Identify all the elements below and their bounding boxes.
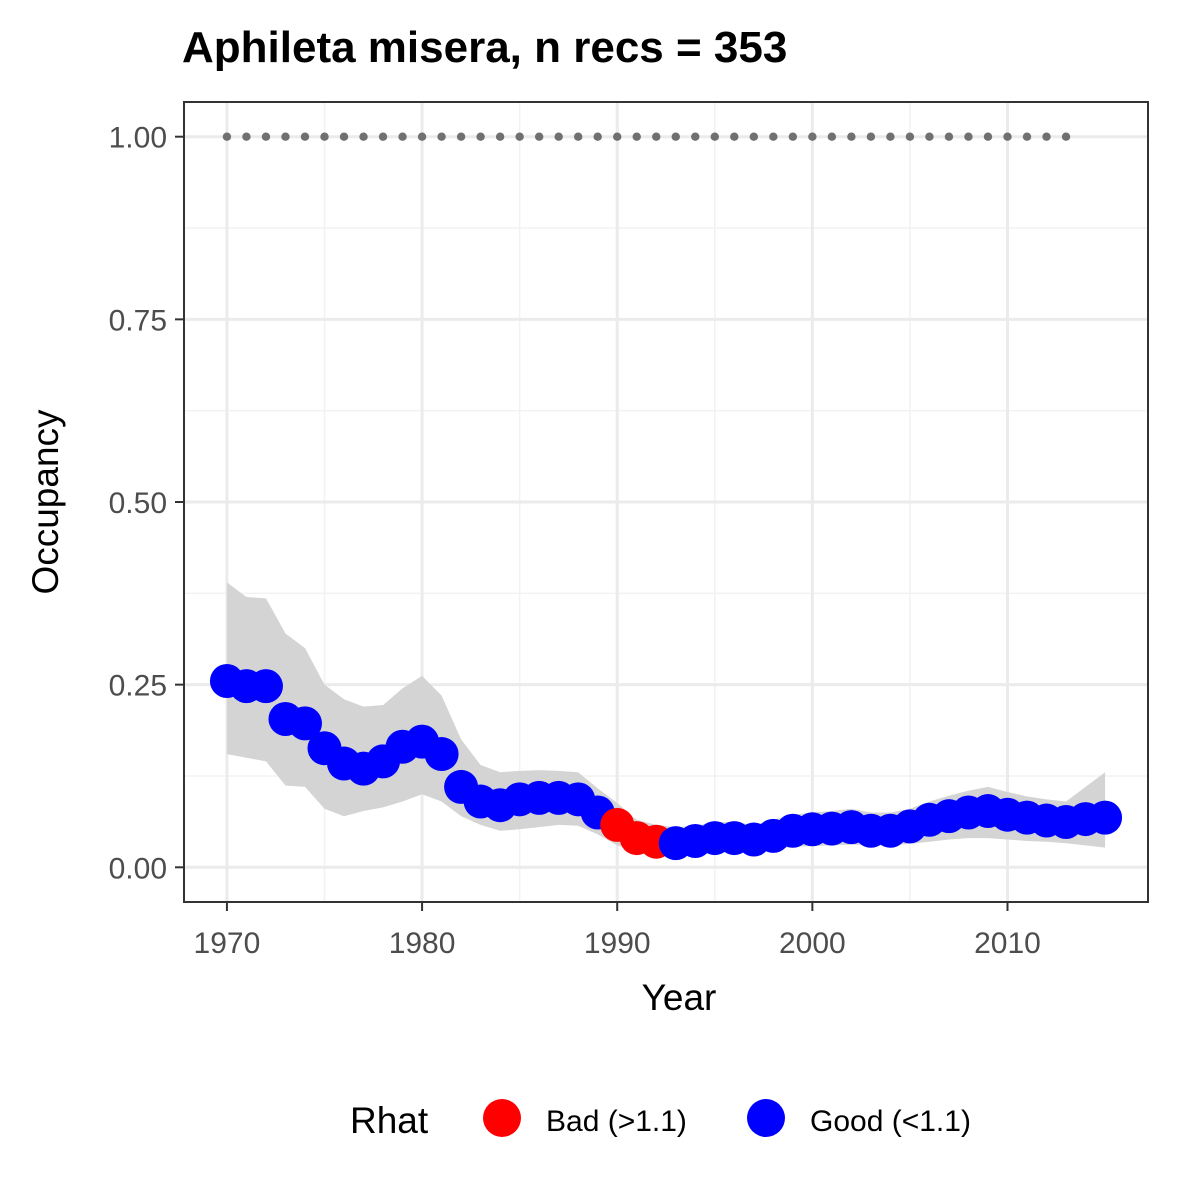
reference-point xyxy=(1022,132,1032,141)
reference-point xyxy=(339,132,349,141)
occupancy-points xyxy=(209,663,1123,861)
reference-point xyxy=(1042,132,1051,141)
occupancy-point-2015 xyxy=(1088,800,1123,835)
reference-point xyxy=(749,132,759,141)
x-tick-label: 1980 xyxy=(389,927,456,960)
reference-point xyxy=(534,132,544,141)
y-tick-label: 0.00 xyxy=(109,852,167,885)
y-tick-label: 0.75 xyxy=(109,304,167,337)
legend-label-good: Good (<1.1) xyxy=(810,1105,971,1138)
reference-point xyxy=(378,132,388,141)
reference-point xyxy=(476,132,485,141)
y-tick-label: 0.50 xyxy=(109,487,167,520)
legend-title: Rhat xyxy=(350,1100,429,1141)
reference-point xyxy=(925,132,934,141)
chart-title: Aphileta misera, n recs = 353 xyxy=(182,23,787,72)
reference-point xyxy=(671,132,680,141)
reference-point xyxy=(515,132,524,141)
plot-panel xyxy=(183,101,1149,903)
legend-key-bad xyxy=(483,1099,521,1137)
reference-point xyxy=(437,132,446,141)
reference-point xyxy=(261,132,271,141)
reference-point xyxy=(613,132,622,141)
legend-label-bad: Bad (>1.1) xyxy=(546,1105,687,1138)
x-tick-label: 1970 xyxy=(194,927,261,960)
reference-point xyxy=(593,132,602,141)
reference-point xyxy=(222,132,232,141)
reference-point xyxy=(417,132,427,141)
y-tick-label: 0.25 xyxy=(109,670,167,703)
reference-point xyxy=(632,132,641,141)
occupancy-point-1972 xyxy=(248,669,283,704)
reference-points xyxy=(222,132,1071,141)
reference-point xyxy=(554,132,563,141)
x-tick-label: 2010 xyxy=(974,927,1041,960)
reference-point xyxy=(983,132,993,141)
y-axis-title: Occupancy xyxy=(25,409,66,595)
reference-point xyxy=(847,132,856,141)
reference-point xyxy=(866,132,876,141)
reference-point xyxy=(495,132,505,141)
reference-point xyxy=(691,132,700,141)
occupancy-point-1974 xyxy=(287,706,322,741)
x-tick-label: 1990 xyxy=(584,927,651,960)
reference-point xyxy=(905,132,915,141)
reference-point xyxy=(886,132,895,141)
reference-point xyxy=(281,132,290,141)
reference-point xyxy=(730,132,739,141)
reference-point xyxy=(964,132,973,141)
legend-key-good xyxy=(747,1099,785,1137)
reference-point xyxy=(242,132,251,141)
reference-point xyxy=(769,132,778,141)
reference-point xyxy=(710,132,719,141)
y-tick-label: 1.00 xyxy=(109,122,167,155)
reference-point xyxy=(320,132,329,141)
x-axis: 1970 1980 1990 2000 2010 xyxy=(194,902,1041,960)
reference-point xyxy=(1061,132,1071,141)
reference-point xyxy=(573,132,583,141)
reference-point xyxy=(398,132,407,141)
reference-point xyxy=(827,132,837,141)
reference-point xyxy=(808,132,817,141)
x-tick-label: 2000 xyxy=(779,927,846,960)
reference-point xyxy=(359,132,368,141)
y-axis: 0.00 0.25 0.50 0.75 1.00 xyxy=(109,122,184,885)
reference-point xyxy=(300,132,310,141)
reference-point xyxy=(788,132,798,141)
x-axis-title: Year xyxy=(642,977,717,1018)
reference-point xyxy=(1003,132,1012,141)
occupancy-point-1981 xyxy=(424,737,459,772)
reference-point xyxy=(652,132,661,141)
legend: Rhat Bad (>1.1) Good (<1.1) xyxy=(350,1099,971,1141)
reference-point xyxy=(944,132,954,141)
reference-point xyxy=(456,132,466,141)
